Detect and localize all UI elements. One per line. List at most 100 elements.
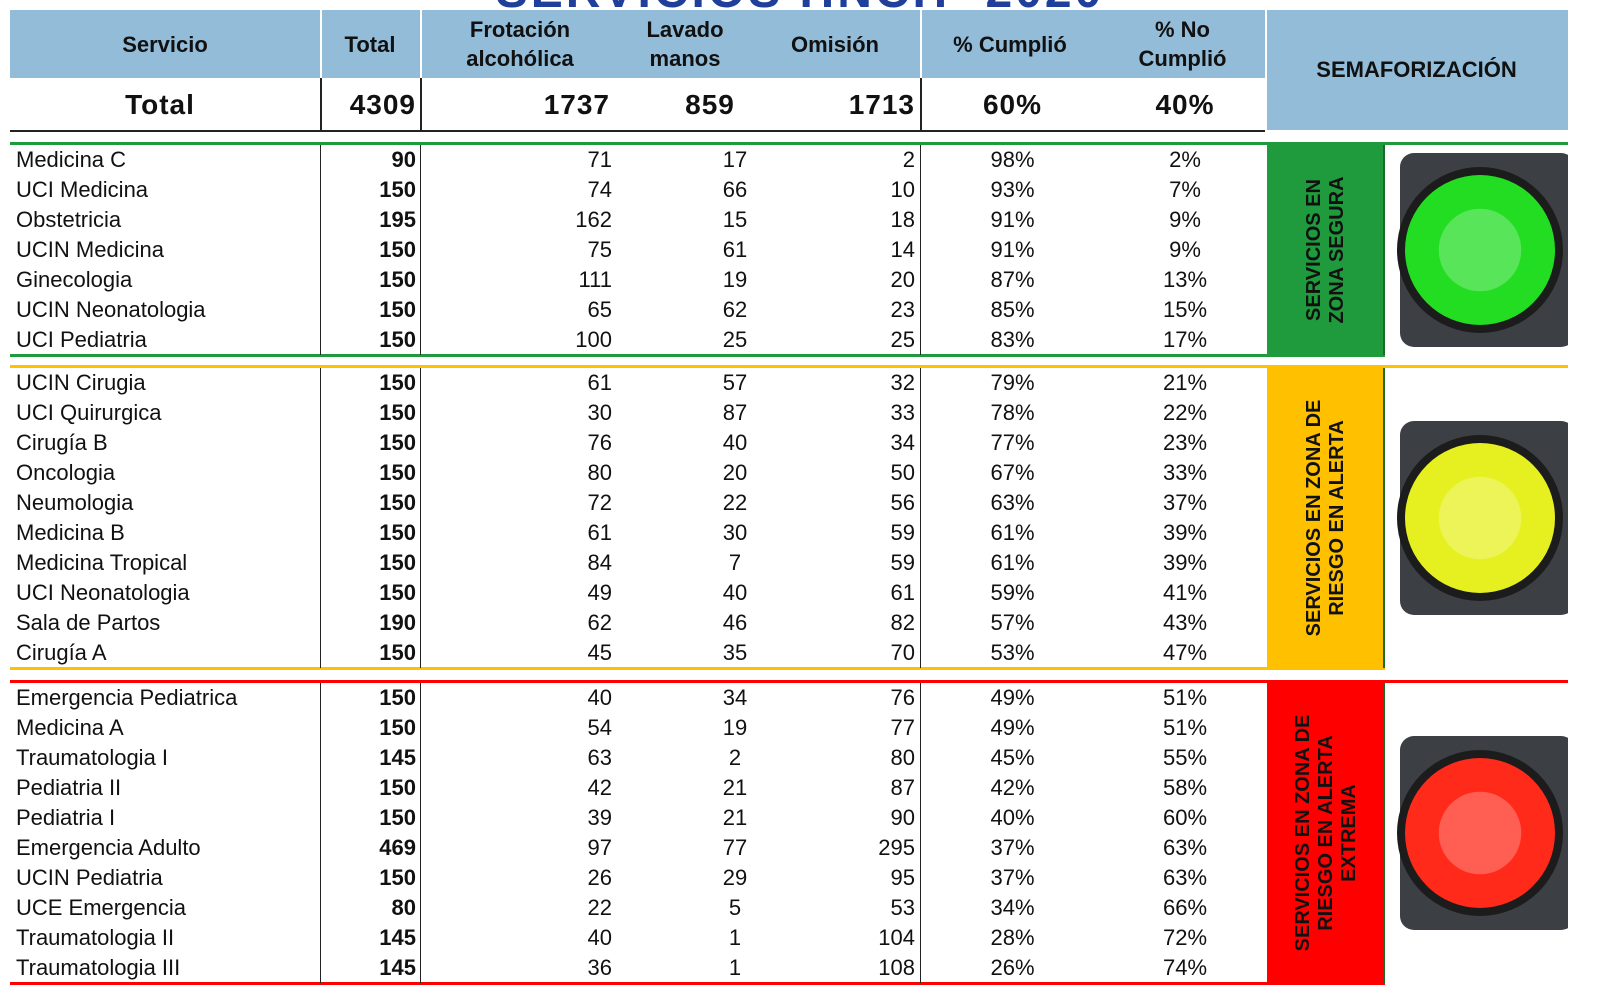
cell: Cirugía B — [16, 430, 108, 455]
cell: 150 — [379, 865, 416, 890]
cell: 87 — [890, 775, 915, 800]
divider — [420, 145, 421, 355]
cell: 150 — [379, 327, 416, 352]
traffic-light — [1397, 153, 1568, 347]
cell: 13% — [1162, 267, 1208, 292]
cell: 66 — [722, 177, 748, 202]
cell: 14 — [890, 237, 915, 262]
cell: 95 — [890, 865, 915, 890]
cell: 83% — [990, 327, 1035, 352]
cell: UCIN Pediatria — [16, 865, 163, 890]
header-divider — [420, 10, 422, 78]
cell: UCI Medicina — [16, 177, 149, 202]
cell: 51% — [1162, 685, 1208, 710]
cell: 50 — [890, 460, 915, 485]
cell: 55% — [1162, 745, 1208, 770]
cell: 26 — [587, 865, 612, 890]
cell: UCI Pediatria — [16, 327, 147, 352]
cell: 72% — [1162, 925, 1208, 950]
cell: 20 — [722, 460, 748, 485]
cell: 34% — [990, 895, 1035, 920]
cell: 57% — [990, 610, 1035, 635]
header-divider — [920, 10, 922, 78]
cell: 150 — [379, 267, 416, 292]
cell: 39 — [587, 805, 612, 830]
cell: Pediatria II — [16, 775, 122, 800]
cell: 82 — [890, 610, 915, 635]
cell: 1 — [728, 955, 742, 980]
cell: 145 — [379, 925, 416, 950]
column-header: Omisión — [790, 31, 879, 57]
group-bottom-line — [10, 354, 1385, 357]
total-cell: 1713 — [848, 89, 915, 120]
cell: 87 — [722, 400, 748, 425]
cell: 145 — [379, 955, 416, 980]
cell: Traumatologia II — [16, 925, 175, 950]
cell: 17% — [1162, 327, 1208, 352]
cell: 20 — [890, 267, 915, 292]
cell: 19 — [722, 267, 748, 292]
cell: 7 — [728, 550, 742, 575]
cell: 43% — [1162, 610, 1208, 635]
cell: 150 — [379, 177, 416, 202]
cell: 150 — [379, 715, 416, 740]
cell: UCIN Cirugia — [16, 370, 146, 395]
cell: 61 — [587, 520, 612, 545]
cell: 61 — [722, 237, 748, 262]
cell: 74% — [1162, 955, 1208, 980]
cell: 2 — [902, 147, 915, 172]
total-cell: Total — [125, 89, 195, 120]
group-band — [1267, 683, 1385, 983]
group-top-line — [10, 142, 1568, 145]
total-cell: 40% — [1155, 89, 1215, 120]
cell: 36 — [587, 955, 612, 980]
cell: 7% — [1169, 177, 1201, 202]
divider — [320, 683, 321, 983]
glow — [1438, 208, 1522, 292]
cell: 37% — [1162, 490, 1208, 515]
cell: 40 — [587, 685, 612, 710]
glow — [1438, 476, 1522, 560]
total-cell: 1737 — [543, 89, 610, 120]
cell: Emergencia Pediatrica — [16, 685, 238, 710]
cell: 22% — [1162, 400, 1208, 425]
cell: 46 — [722, 610, 748, 635]
column-header: SEMAFORIZACIÓN — [1316, 57, 1517, 82]
traffic-light — [1397, 736, 1568, 930]
cell: 63% — [1162, 835, 1208, 860]
cell: Cirugía A — [16, 640, 107, 665]
divider — [920, 368, 921, 668]
group-label: SERVICIOS EN ZONA DE RIESGO EN ALERTA — [1303, 399, 1348, 637]
cell: 150 — [379, 297, 416, 322]
cell: 59 — [890, 520, 915, 545]
cell: 60% — [1162, 805, 1208, 830]
cell: 45 — [587, 640, 612, 665]
cell: 72 — [587, 490, 612, 515]
cell: Neumologia — [16, 490, 134, 515]
cell: 56 — [890, 490, 915, 515]
cell: 61 — [890, 580, 915, 605]
cell: 77 — [890, 715, 915, 740]
cell: 100 — [575, 327, 612, 352]
cell: 63% — [1162, 865, 1208, 890]
cell: 21% — [1162, 370, 1208, 395]
cell: 80 — [890, 745, 915, 770]
group-bottom-line — [10, 982, 1385, 985]
cell: 150 — [379, 805, 416, 830]
cell: Obstetricia — [16, 207, 122, 232]
cell: 40% — [990, 805, 1035, 830]
cell: 30 — [722, 520, 748, 545]
cell: 53% — [990, 640, 1035, 665]
cell: 19 — [722, 715, 748, 740]
total-cell: 60% — [982, 89, 1043, 120]
cell: 22 — [587, 895, 612, 920]
cell: 42% — [990, 775, 1035, 800]
cell: 150 — [379, 430, 416, 455]
group-label: SERVICIOS EN ZONA SEGURA — [1303, 176, 1348, 324]
cell: 2% — [1169, 147, 1201, 172]
cell: 150 — [379, 580, 416, 605]
cell: 76 — [587, 430, 612, 455]
cell: 58% — [1162, 775, 1208, 800]
